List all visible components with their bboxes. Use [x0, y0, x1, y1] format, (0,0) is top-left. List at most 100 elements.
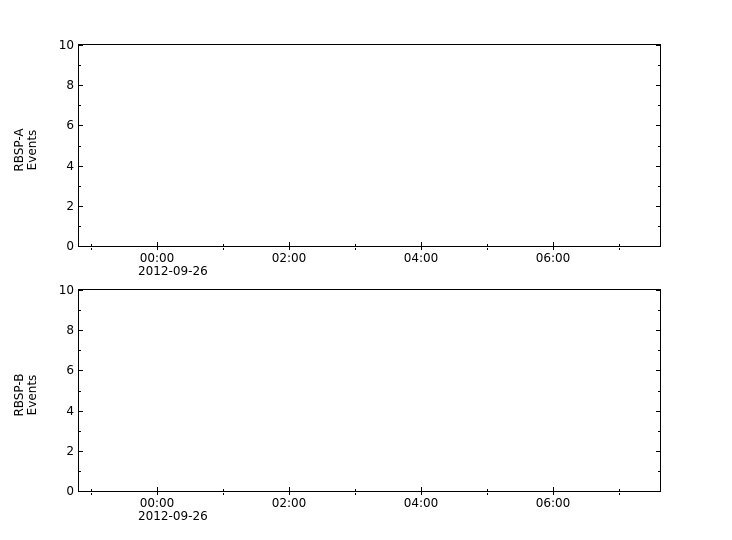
y-tick-major-6 [79, 370, 83, 372]
y-tick-label-0: 0 [66, 239, 74, 253]
y-tick-label-2: 2 [66, 443, 74, 458]
x-tick-minor-top [487, 244, 488, 246]
x-tick-label-0000: 00:00 [139, 496, 175, 510]
y-tick-minor-right-1 [658, 470, 660, 472]
y-tick-minor-right-5 [658, 145, 660, 147]
x-tick-minor-bottom [223, 248, 224, 250]
x-tick-major-bottom-0000 [157, 491, 158, 495]
y-tick-label-10: 10 [58, 38, 74, 52]
x-axis-date-label: 2012-09-26 [138, 264, 208, 278]
y-tick-label-4: 4 [66, 403, 74, 418]
y-tick-minor-7 [79, 105, 81, 107]
y-tick-minor-9 [79, 310, 81, 312]
x-tick-minor-bottom [487, 248, 488, 250]
x-tick-minor-bottom [91, 248, 92, 250]
y-tick-major-right-2 [656, 450, 660, 452]
y-axis-title-rbsp-b: RBSP-B Events [12, 345, 41, 445]
x-tick-label-0400: 04:00 [403, 251, 439, 265]
x-tick-label-0000: 00:00 [139, 251, 175, 265]
x-tick-minor-top [91, 244, 92, 246]
y-tick-major-right-4 [656, 165, 660, 167]
y-tick-minor-right-9 [658, 310, 660, 312]
x-tick-minor-top [91, 489, 92, 491]
y-tick-label-0: 0 [66, 484, 74, 498]
y-tick-major-4 [79, 410, 83, 412]
y-tick-major-6 [79, 125, 83, 127]
y-tick-label-8: 8 [66, 323, 74, 338]
x-tick-minor-bottom [355, 493, 356, 495]
x-tick-major-bottom-0400 [421, 246, 422, 250]
x-tick-major-top-0600 [553, 487, 554, 491]
x-tick-minor-top [355, 489, 356, 491]
x-tick-label-0600: 06:00 [535, 251, 571, 265]
y-tick-minor-right-5 [658, 390, 660, 392]
x-tick-minor-top [223, 244, 224, 246]
x-tick-major-top-0400 [421, 487, 422, 491]
x-tick-minor-bottom [619, 493, 620, 495]
y-tick-minor-right-7 [658, 105, 660, 107]
x-tick-minor-top [223, 489, 224, 491]
y-tick-minor-right-7 [658, 350, 660, 352]
x-tick-major-bottom-0000 [157, 246, 158, 250]
y-tick-major-4 [79, 165, 83, 167]
y-tick-minor-right-3 [658, 185, 660, 187]
x-tick-major-top-0200 [289, 242, 290, 246]
y-tick-minor-9 [79, 65, 81, 67]
x-tick-major-top-0600 [553, 242, 554, 246]
y-tick-label-6: 6 [66, 363, 74, 378]
y-tick-major-0 [79, 246, 83, 247]
x-axis-date-label: 2012-09-26 [138, 509, 208, 523]
y-tick-label-2: 2 [66, 198, 74, 213]
y-tick-major-right-2 [656, 205, 660, 207]
x-tick-minor-top [355, 244, 356, 246]
x-tick-label-0600: 06:00 [535, 496, 571, 510]
x-tick-major-bottom-0200 [289, 491, 290, 495]
y-tick-major-8 [79, 85, 83, 87]
y-tick-major-right-4 [656, 410, 660, 412]
y-tick-label-8: 8 [66, 78, 74, 93]
plot-axes-rbsp-b: 10 8 6 4 [59, 284, 661, 523]
y-tick-minor-7 [79, 350, 81, 352]
x-tick-minor-top [619, 489, 620, 491]
x-tick-major-top-0000 [157, 242, 158, 246]
y-tick-major-right-10 [656, 45, 660, 46]
y-tick-major-right-0 [656, 246, 660, 247]
y-tick-minor-1 [79, 225, 81, 227]
y-tick-major-10 [79, 45, 83, 46]
x-tick-major-bottom-0200 [289, 246, 290, 250]
x-tick-label-0200: 02:00 [271, 496, 307, 510]
y-tick-minor-right-1 [658, 225, 660, 227]
y-tick-major-right-6 [656, 370, 660, 372]
x-tick-minor-bottom [619, 248, 620, 250]
y-axis-title-line2: Events [25, 374, 39, 416]
y-tick-major-right-10 [656, 290, 660, 291]
x-tick-minor-bottom [355, 248, 356, 250]
y-tick-minor-5 [79, 390, 81, 392]
y-axis-title-line2: Events [25, 129, 39, 171]
x-tick-minor-bottom [91, 493, 92, 495]
y-tick-minor-5 [79, 145, 81, 147]
x-tick-minor-top [619, 244, 620, 246]
y-tick-label-6: 6 [66, 118, 74, 133]
x-tick-major-top-0200 [289, 487, 290, 491]
y-tick-major-right-6 [656, 125, 660, 127]
x-tick-minor-bottom [223, 493, 224, 495]
y-tick-major-2 [79, 450, 83, 452]
y-tick-major-right-0 [656, 491, 660, 492]
y-tick-minor-3 [79, 185, 81, 187]
x-tick-label-0400: 04:00 [403, 496, 439, 510]
y-tick-major-10 [79, 290, 83, 291]
x-tick-major-bottom-0600 [553, 246, 554, 250]
x-tick-minor-bottom [487, 493, 488, 495]
y-tick-label-4: 4 [66, 158, 74, 173]
x-tick-minor-top [487, 489, 488, 491]
y-tick-major-right-8 [656, 85, 660, 87]
x-tick-major-top-0400 [421, 242, 422, 246]
y-tick-major-8 [79, 330, 83, 332]
x-tick-major-bottom-0600 [553, 491, 554, 495]
x-tick-major-top-0000 [157, 487, 158, 491]
y-tick-label-10: 10 [58, 283, 74, 297]
y-tick-major-0 [79, 491, 83, 492]
y-axis-title-rbsp-a: RBSP-A Events [12, 100, 41, 200]
y-tick-major-right-8 [656, 330, 660, 332]
